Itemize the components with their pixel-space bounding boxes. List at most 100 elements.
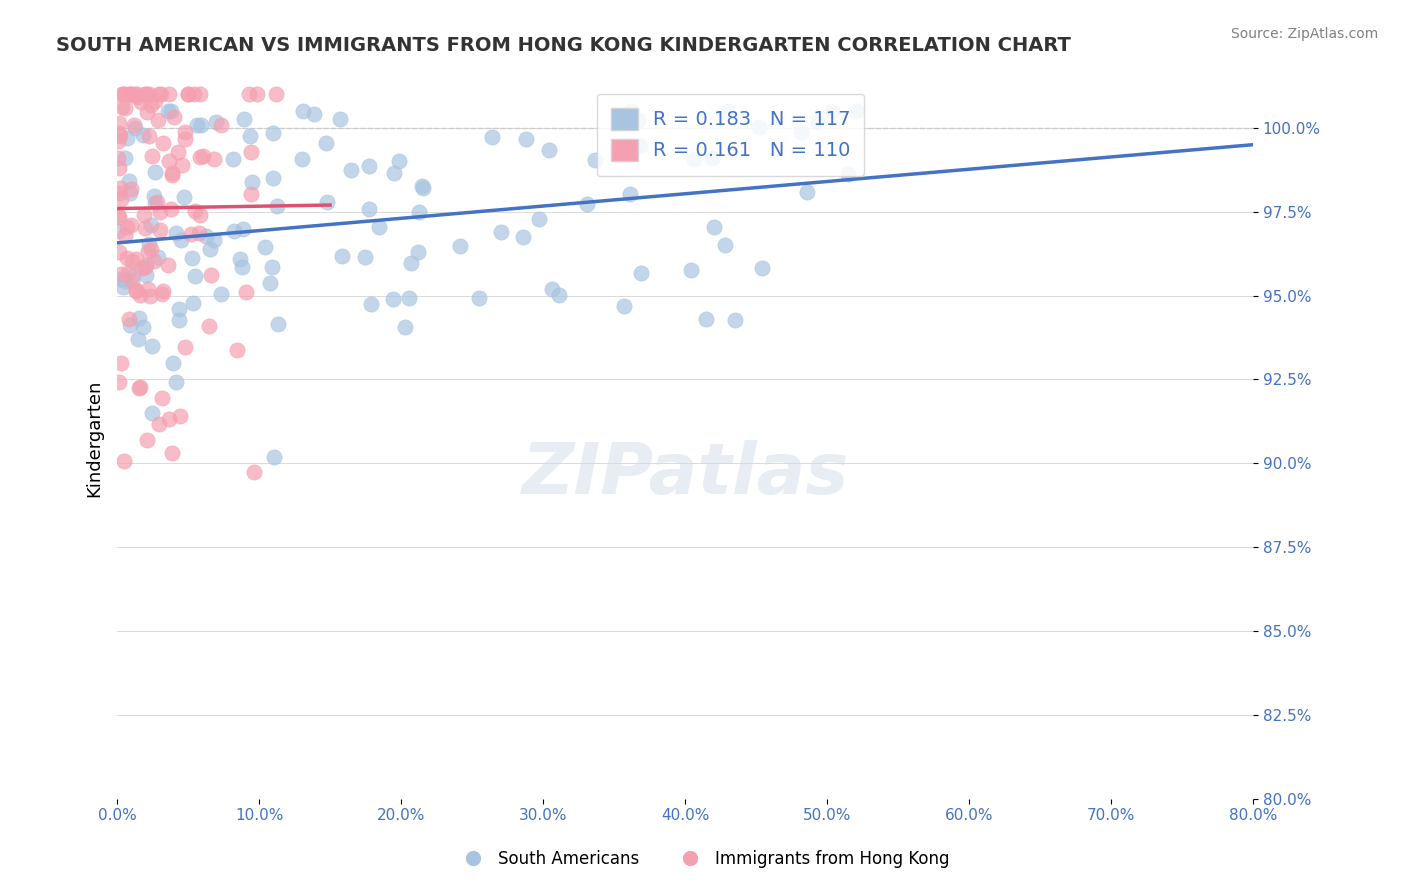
Point	[412, 181, 434, 195]
Point	[717, 103, 740, 118]
Point	[110, 192, 132, 206]
Point	[132, 320, 155, 334]
Point	[183, 87, 205, 102]
Point	[152, 392, 174, 406]
Point	[107, 244, 129, 259]
Point	[515, 132, 537, 146]
Point	[512, 230, 534, 244]
Point	[489, 225, 512, 239]
Point	[127, 89, 149, 103]
Point	[316, 194, 339, 209]
Point	[266, 199, 288, 213]
Point	[527, 211, 550, 226]
Point	[702, 152, 724, 166]
Text: ZIPatlas: ZIPatlas	[522, 440, 849, 508]
Point	[190, 119, 212, 133]
Point	[149, 223, 172, 237]
Point	[406, 244, 429, 259]
Point	[264, 87, 287, 102]
Point	[136, 244, 159, 259]
Point	[222, 152, 245, 166]
Point	[120, 318, 142, 332]
Point	[291, 103, 314, 118]
Point	[152, 136, 174, 151]
Point	[232, 222, 254, 236]
Point	[110, 87, 132, 102]
Point	[132, 208, 155, 222]
Point	[186, 118, 208, 132]
Point	[388, 153, 411, 168]
Point	[240, 175, 263, 189]
Point	[172, 158, 194, 172]
Point	[136, 282, 159, 296]
Point	[222, 224, 245, 238]
Point	[359, 202, 381, 216]
Point	[174, 132, 197, 146]
Point	[382, 166, 405, 180]
Point	[382, 292, 405, 306]
Point	[238, 87, 260, 102]
Point	[619, 187, 641, 202]
Point	[122, 118, 145, 132]
Point	[163, 110, 186, 124]
Point	[548, 288, 571, 302]
Point	[162, 166, 184, 180]
Point	[125, 252, 148, 266]
Point	[695, 311, 717, 326]
Point	[724, 312, 747, 326]
Point	[807, 115, 830, 129]
Point	[262, 126, 284, 140]
Point	[181, 251, 204, 265]
Point	[195, 228, 218, 243]
Point	[166, 145, 188, 160]
Point	[138, 87, 160, 102]
Point	[751, 260, 773, 275]
Point	[262, 171, 284, 186]
Point	[468, 291, 491, 305]
Point	[357, 159, 380, 173]
Point	[135, 258, 157, 272]
Point	[540, 282, 562, 296]
Point	[239, 129, 262, 144]
Point	[713, 238, 735, 252]
Point	[575, 197, 598, 211]
Point	[112, 279, 135, 293]
Point	[129, 380, 152, 394]
Point	[628, 139, 651, 153]
Point	[167, 301, 190, 316]
Point	[330, 249, 353, 263]
Point	[263, 450, 285, 465]
Point	[167, 313, 190, 327]
Point	[821, 103, 844, 118]
Point	[108, 161, 131, 175]
Point	[138, 129, 160, 144]
Point	[177, 87, 200, 102]
Point	[114, 227, 136, 242]
Point	[122, 268, 145, 282]
Point	[139, 243, 162, 257]
Point	[197, 319, 219, 334]
Point	[114, 151, 136, 165]
Point	[110, 271, 132, 285]
Point	[148, 87, 170, 102]
Point	[117, 266, 139, 280]
Point	[108, 376, 131, 390]
Point	[242, 465, 264, 479]
Point	[411, 179, 433, 194]
Point	[128, 311, 150, 326]
Point	[209, 118, 232, 132]
Point	[339, 162, 361, 177]
Point	[232, 112, 254, 126]
Point	[139, 97, 162, 112]
Point	[253, 240, 276, 254]
Point	[181, 296, 204, 310]
Point	[150, 87, 173, 102]
Point	[148, 417, 170, 432]
Point	[131, 95, 153, 110]
Point	[141, 339, 163, 353]
Point	[226, 343, 249, 357]
Point	[796, 186, 818, 200]
Point	[401, 256, 423, 270]
Point	[229, 252, 252, 266]
Point	[111, 87, 134, 102]
